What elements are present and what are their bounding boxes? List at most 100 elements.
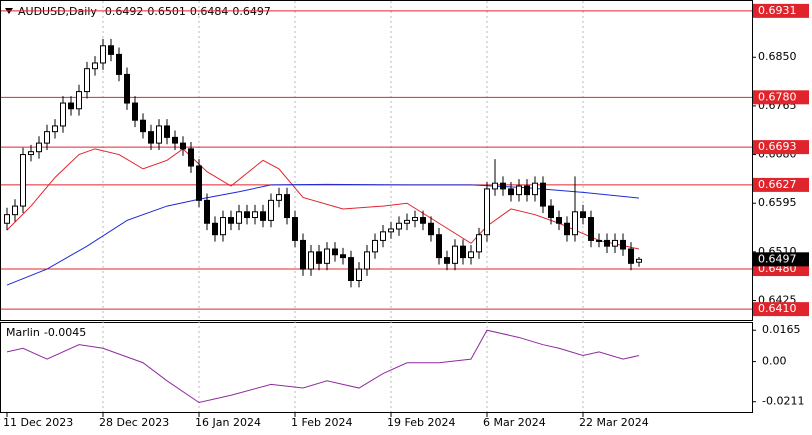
candle-body [372, 239, 378, 253]
last-close: 0.6497 [232, 5, 271, 18]
candle-body [332, 248, 338, 256]
level-label: 0.6410 [758, 302, 797, 315]
level-label: 0.6931 [758, 4, 797, 17]
candle-body [204, 199, 210, 224]
candle-body [476, 234, 482, 253]
candle-body [500, 182, 506, 190]
candle-body [316, 251, 322, 264]
candle-body [244, 211, 250, 219]
x-tick-label: 6 Mar 2024 [483, 416, 546, 429]
candle-body [60, 102, 66, 127]
candle-body [236, 211, 242, 224]
candle-body [220, 217, 226, 236]
level-label-box [753, 302, 809, 317]
candle-body [164, 125, 170, 138]
candle-body [308, 251, 314, 270]
x-tick-label: 22 Mar 2024 [579, 416, 649, 429]
candle-body [76, 91, 82, 110]
candle-body [268, 199, 274, 221]
level-label-box [753, 140, 809, 155]
candle-body [556, 217, 562, 224]
candle-body [588, 217, 594, 241]
candle-body [148, 131, 154, 144]
candle-body [420, 217, 426, 224]
candle-body [4, 214, 10, 224]
level-label-box [753, 177, 809, 192]
y-tick-label: 0.00 [762, 355, 787, 368]
candle-body [156, 125, 162, 144]
candle-body [276, 194, 282, 201]
candle-body [532, 182, 538, 196]
candle-body [92, 62, 98, 70]
candle-body [596, 239, 602, 242]
candle-body [172, 136, 178, 144]
candle-body [180, 142, 186, 150]
candle-body [356, 268, 362, 282]
candle-body [540, 182, 546, 207]
candle-body [132, 102, 138, 121]
candle-body [452, 245, 458, 264]
candle-body [428, 222, 434, 236]
candle-body [324, 248, 330, 264]
candle-body [548, 205, 554, 219]
level-label-box [753, 3, 809, 18]
candle-body [300, 239, 306, 270]
candle-body [628, 248, 634, 264]
main-panel [0, 0, 753, 321]
candle-body [340, 254, 346, 259]
candle-body [260, 211, 266, 221]
x-tick-label: 11 Dec 2023 [3, 416, 73, 429]
candle-body [28, 151, 34, 156]
candle-body [380, 231, 386, 241]
candle-body [116, 53, 122, 75]
candle-body [36, 142, 42, 153]
candle-body [228, 217, 234, 224]
candle-body [196, 165, 202, 201]
candle-body [484, 188, 490, 236]
chart-header: AUDUSD,Daily 0.6492 0.6501 0.6484 0.6497 [18, 5, 271, 18]
current-price-label: 0.6497 [758, 252, 797, 265]
candle-body [636, 258, 642, 263]
candle-body [212, 222, 218, 236]
candle-body [524, 185, 530, 196]
candle-body [364, 251, 370, 270]
candle-body [460, 245, 466, 259]
candle-body [20, 154, 26, 207]
level-label-box [753, 90, 809, 105]
last-open: 0.6492 [105, 5, 144, 18]
candle-body [108, 45, 114, 55]
y-tick-label: 0.6850 [758, 50, 797, 63]
candle-body [508, 188, 514, 196]
candle-body [284, 194, 290, 219]
candle-body [492, 182, 498, 190]
indicator-header: Marlin -0.0045 [6, 326, 86, 339]
candle-body [612, 239, 618, 247]
level-label: 0.6627 [758, 178, 797, 191]
candle-body [252, 211, 258, 219]
indicator-panel [0, 322, 753, 413]
level-label: 0.6693 [758, 140, 797, 153]
last-high: 0.6501 [147, 5, 186, 18]
y-tick-label: 0.6595 [758, 196, 797, 209]
candle-body [564, 222, 570, 236]
indicator-name: Marlin [6, 326, 40, 339]
candle-body [388, 228, 394, 233]
last-low: 0.6484 [190, 5, 229, 18]
candle-body [84, 68, 90, 93]
candle-body [100, 45, 106, 64]
indicator-value: -0.0045 [44, 326, 86, 339]
candle-body [124, 73, 130, 104]
candle-body [292, 217, 298, 241]
x-tick-label: 16 Jan 2024 [195, 416, 261, 429]
candle-body [444, 257, 450, 264]
candle-body [572, 211, 578, 236]
moving-average [6, 148, 640, 250]
candle-body [348, 257, 354, 282]
candle-body [140, 119, 146, 133]
y-tick-label: -0.0211 [762, 395, 804, 408]
candle-body [468, 251, 474, 259]
x-tick-label: 28 Dec 2023 [99, 416, 169, 429]
current-price-box [753, 252, 809, 267]
candle-body [516, 185, 522, 196]
